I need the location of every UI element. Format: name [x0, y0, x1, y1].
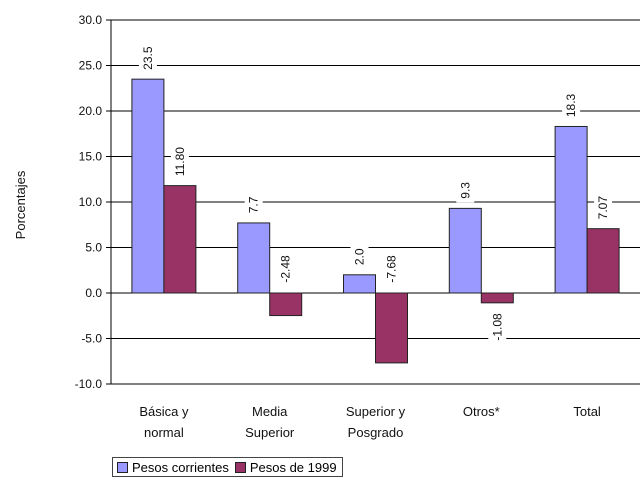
legend-label-series-2: Pesos de 1999 [249, 459, 337, 475]
legend-swatch-series-2 [234, 461, 246, 473]
legend-label-series-1: Pesos corrientes [132, 459, 229, 475]
data-label-bg [488, 309, 507, 345]
data-label-bg [594, 192, 613, 223]
y-tick-label: 30.0 [79, 13, 103, 27]
x-category-label: Media [252, 404, 288, 419]
legend-swatch-series-1 [117, 461, 128, 473]
data-label: -1.08 [490, 313, 504, 341]
x-category-label: Superior [245, 425, 295, 440]
y-axis-title: Porcentajes [13, 170, 28, 239]
data-label-bg [382, 251, 401, 287]
y-tick-label: 10.0 [79, 195, 103, 209]
x-category-label: Total [573, 404, 601, 419]
data-label-bg [170, 143, 189, 180]
data-label: 7.07 [596, 196, 610, 220]
bar-pesos-corrientes [554, 125, 588, 294]
legend-item-series-2: Pesos de 1999 [234, 459, 337, 475]
data-label-bg [562, 90, 581, 121]
y-tick-label: 0.0 [85, 286, 102, 300]
data-label: 11.80 [173, 147, 187, 176]
y-tick-label: 20.0 [79, 104, 103, 118]
data-label: 2.0 [353, 248, 367, 265]
bar-pesos-1999 [480, 292, 514, 304]
data-label: -2.48 [279, 255, 293, 283]
data-label-bg [276, 251, 295, 287]
y-tick-label: 25.0 [79, 59, 103, 73]
x-category-label: Posgrado [348, 425, 404, 440]
data-label: 18.3 [564, 93, 578, 117]
data-label: 7.7 [247, 196, 261, 213]
bar-pesos-1999 [163, 185, 197, 294]
x-category-label: normal [144, 425, 184, 440]
bar-pesos-1999 [586, 228, 620, 294]
y-tick-label: -10.0 [75, 377, 103, 391]
y-tick-label: -5.0 [81, 332, 102, 346]
data-label: 9.3 [458, 182, 472, 199]
bar-pesos-1999 [375, 292, 408, 364]
bar-pesos-corrientes [131, 78, 165, 294]
bar-pesos-1999 [269, 292, 303, 317]
y-tick-label: 15.0 [79, 150, 103, 164]
bar-pesos-corrientes [237, 222, 271, 294]
x-category-label: Otros* [463, 404, 500, 419]
y-tick-label: 5.0 [85, 241, 102, 255]
data-label-bg [138, 43, 157, 74]
data-label: 23.5 [141, 46, 155, 70]
x-category-label: Superior y [346, 404, 406, 419]
legend-item-series-1: Pesos corrientes [117, 460, 229, 475]
data-label-bg [456, 178, 475, 203]
bar-pesos-corrientes [448, 207, 482, 294]
legend: Pesos corrientes Pesos de 1999 [112, 457, 343, 477]
data-label-bg [244, 192, 263, 217]
data-label-bg [350, 244, 369, 269]
bar-pesos-corrientes [343, 274, 376, 294]
x-category-label: Básica y [139, 404, 189, 419]
data-label: -7.68 [385, 255, 399, 283]
